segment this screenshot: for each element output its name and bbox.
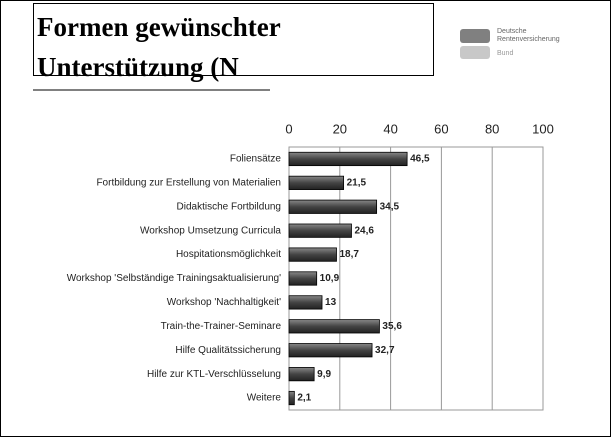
plot-area <box>288 146 544 411</box>
y-tick-label: Fortbildung zur Erstellung von Materiali… <box>96 178 281 189</box>
y-tick-label: Hilfe zur KTL-Verschlüsselung <box>147 369 281 380</box>
y-tick-label: Didaktische Fortbildung <box>177 201 282 212</box>
logo-text: Bund <box>497 50 513 57</box>
data-label: 46,5 <box>410 154 430 165</box>
y-tick-label: Weitere <box>247 393 282 404</box>
y-tick-label: Train-the-Trainer-Seminare <box>161 321 282 332</box>
x-tick-label: 100 <box>532 121 554 136</box>
logo-mark <box>460 46 490 59</box>
data-label: 2,1 <box>297 393 311 404</box>
x-tick-label: 60 <box>434 121 448 136</box>
bar <box>288 247 337 262</box>
data-label: 21,5 <box>347 178 367 189</box>
x-tick-label: 0 <box>285 121 292 136</box>
x-tick-label: 20 <box>333 121 347 136</box>
y-tick-label: Hospitationsmöglichkeit <box>176 249 281 260</box>
bar <box>288 367 315 382</box>
title: Formen gewünschter <box>37 12 281 42</box>
data-label: 13 <box>325 297 337 308</box>
bar <box>288 175 345 190</box>
bar <box>288 390 295 406</box>
bar <box>288 319 380 334</box>
y-tick-label: Workshop 'Nachhaltigkeit' <box>167 297 281 308</box>
y-tick-label: Hilfe Qualitätssicherung <box>175 345 281 356</box>
logo-text: Deutsche <box>497 28 527 35</box>
bar <box>288 199 378 214</box>
y-tick-label: Workshop Umsetzung Curricula <box>140 225 281 236</box>
title: Unterstützung (N <box>37 52 239 82</box>
logo-text: Rentenversicherung <box>497 36 560 43</box>
logo-mark <box>460 29 490 43</box>
data-label: 35,6 <box>382 321 402 332</box>
data-label: 10,9 <box>320 273 340 284</box>
data-label: 18,7 <box>339 249 359 260</box>
data-label: 32,7 <box>375 345 395 356</box>
y-tick-label: Foliensätze <box>230 154 282 165</box>
bar <box>288 295 323 310</box>
bar <box>288 223 352 238</box>
data-label: 34,5 <box>380 201 400 212</box>
data-label: 24,6 <box>354 225 374 236</box>
bar <box>288 343 373 358</box>
x-tick-label: 80 <box>485 121 499 136</box>
title-box <box>33 3 434 76</box>
x-tick-label: 40 <box>383 121 397 136</box>
bar <box>288 151 408 167</box>
data-label: 9,9 <box>317 369 331 380</box>
bar <box>288 271 318 286</box>
y-tick-label: Workshop 'Selbständige Trainingsaktualis… <box>67 273 281 284</box>
